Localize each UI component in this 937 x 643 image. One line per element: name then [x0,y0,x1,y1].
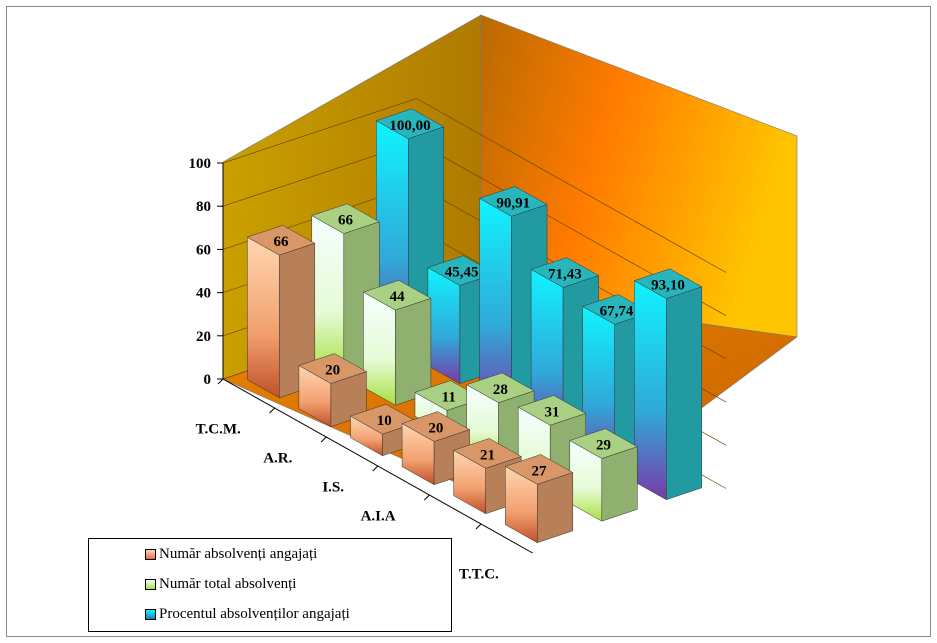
chart-plot: 0 20 40 60 80 100 100,00 45,45 90,91 71,43 67,74 9… [189,14,798,583]
legend-label-total: Număr total absolvenți [159,575,297,592]
bar-top [311,203,380,234]
legend-swatch-total [145,578,156,590]
y-tick-label: 0 [204,372,212,388]
data-label: 67,74 [600,303,634,319]
bar-1-ar: 20 [298,353,368,428]
y-tick-label: 20 [196,329,211,345]
x-tick-mark [320,436,327,443]
bar-top [375,108,445,139]
bars: 100,00 45,45 90,91 71,43 67,74 93,10 66 44 11 28 3… [246,108,703,544]
bar-2-ttc: 29 [569,428,638,522]
data-label: 66 [338,213,354,229]
x-tick-mark [372,465,379,472]
x-category-label: A.I.A [361,509,396,525]
bar-front [311,215,345,377]
data-label: 20 [325,363,340,379]
data-label: 21 [480,447,495,463]
x-tick-mark [269,407,275,414]
bar-top [478,186,548,217]
bar-top [504,454,574,485]
bar-side [601,446,638,522]
x-category-label: T.T.C. [459,567,499,583]
data-label: 66 [274,234,290,250]
chart-frame: 0 20 40 60 80 100 100,00 45,45 90,91 71,43 67,74 9… [6,6,931,637]
y-tick-label: 40 [196,286,211,302]
legend-swatch-employed [145,548,156,560]
data-label: 31 [544,404,559,420]
data-label: 11 [442,389,456,405]
legend-swatch-percent [145,608,156,620]
x-category-label: I.S. [322,480,344,496]
bar-side [666,286,703,501]
data-label: 100,00 [389,118,430,134]
x-tick-mark [217,378,224,385]
x-tick-mark [475,523,482,530]
data-label: 44 [390,289,406,305]
bar-top [362,280,432,311]
bar-front [247,236,280,399]
bar-top [465,372,535,403]
y-tick-label: 100 [189,156,212,172]
bar-top [517,395,587,426]
data-label: 28 [493,382,508,398]
bar-3-ttc: 93,10 [633,268,703,501]
x-tick-mark [424,494,430,501]
bar-top [633,268,703,299]
bar-top [569,428,638,459]
legend: Număr absolvenți angajați Număr total ab… [88,538,452,632]
legend-item-employed: Număr absolvenți angajați [145,545,317,563]
bar-1-tcm: 66 [246,225,316,399]
data-label: 71,43 [548,266,582,282]
data-label: 45,45 [445,265,479,281]
data-label: 93,10 [651,278,685,294]
y-tick-label: 80 [196,199,211,215]
bar-top [246,225,316,256]
data-label: 20 [428,421,443,437]
data-label: 29 [596,438,611,454]
y-axis-ticks: 0 20 40 60 80 100 [189,156,224,388]
bar-front [427,267,461,385]
legend-item-total: Număr total absolvenți [145,575,296,593]
bar-1-ttc: 27 [504,454,574,544]
bar-top [530,257,600,288]
legend-label-percent: Procentul absolvenților angajați [159,605,350,622]
bar-top [298,353,368,384]
legend-item-percent: Procentul absolvenților angajați [145,605,350,623]
x-axis-categories: T.C.M.A.R.I.S.A.I.AI.E.I.T.T.C. [196,378,533,583]
data-label: 90,91 [496,195,530,211]
bar-front [634,280,667,501]
y-tick-label: 60 [196,242,211,258]
x-category-label: T.C.M. [196,422,241,438]
bar-front [363,291,396,406]
data-label: 27 [532,463,548,479]
bar-top [453,438,522,469]
data-label: 10 [377,413,392,429]
bar-side [537,472,574,544]
legend-label-employed: Număr absolvenți angajați [159,545,318,562]
bar-2-ar: 44 [362,280,432,406]
gridline [222,98,727,273]
bar-top [401,411,471,442]
x-category-label: A.R. [263,451,292,467]
